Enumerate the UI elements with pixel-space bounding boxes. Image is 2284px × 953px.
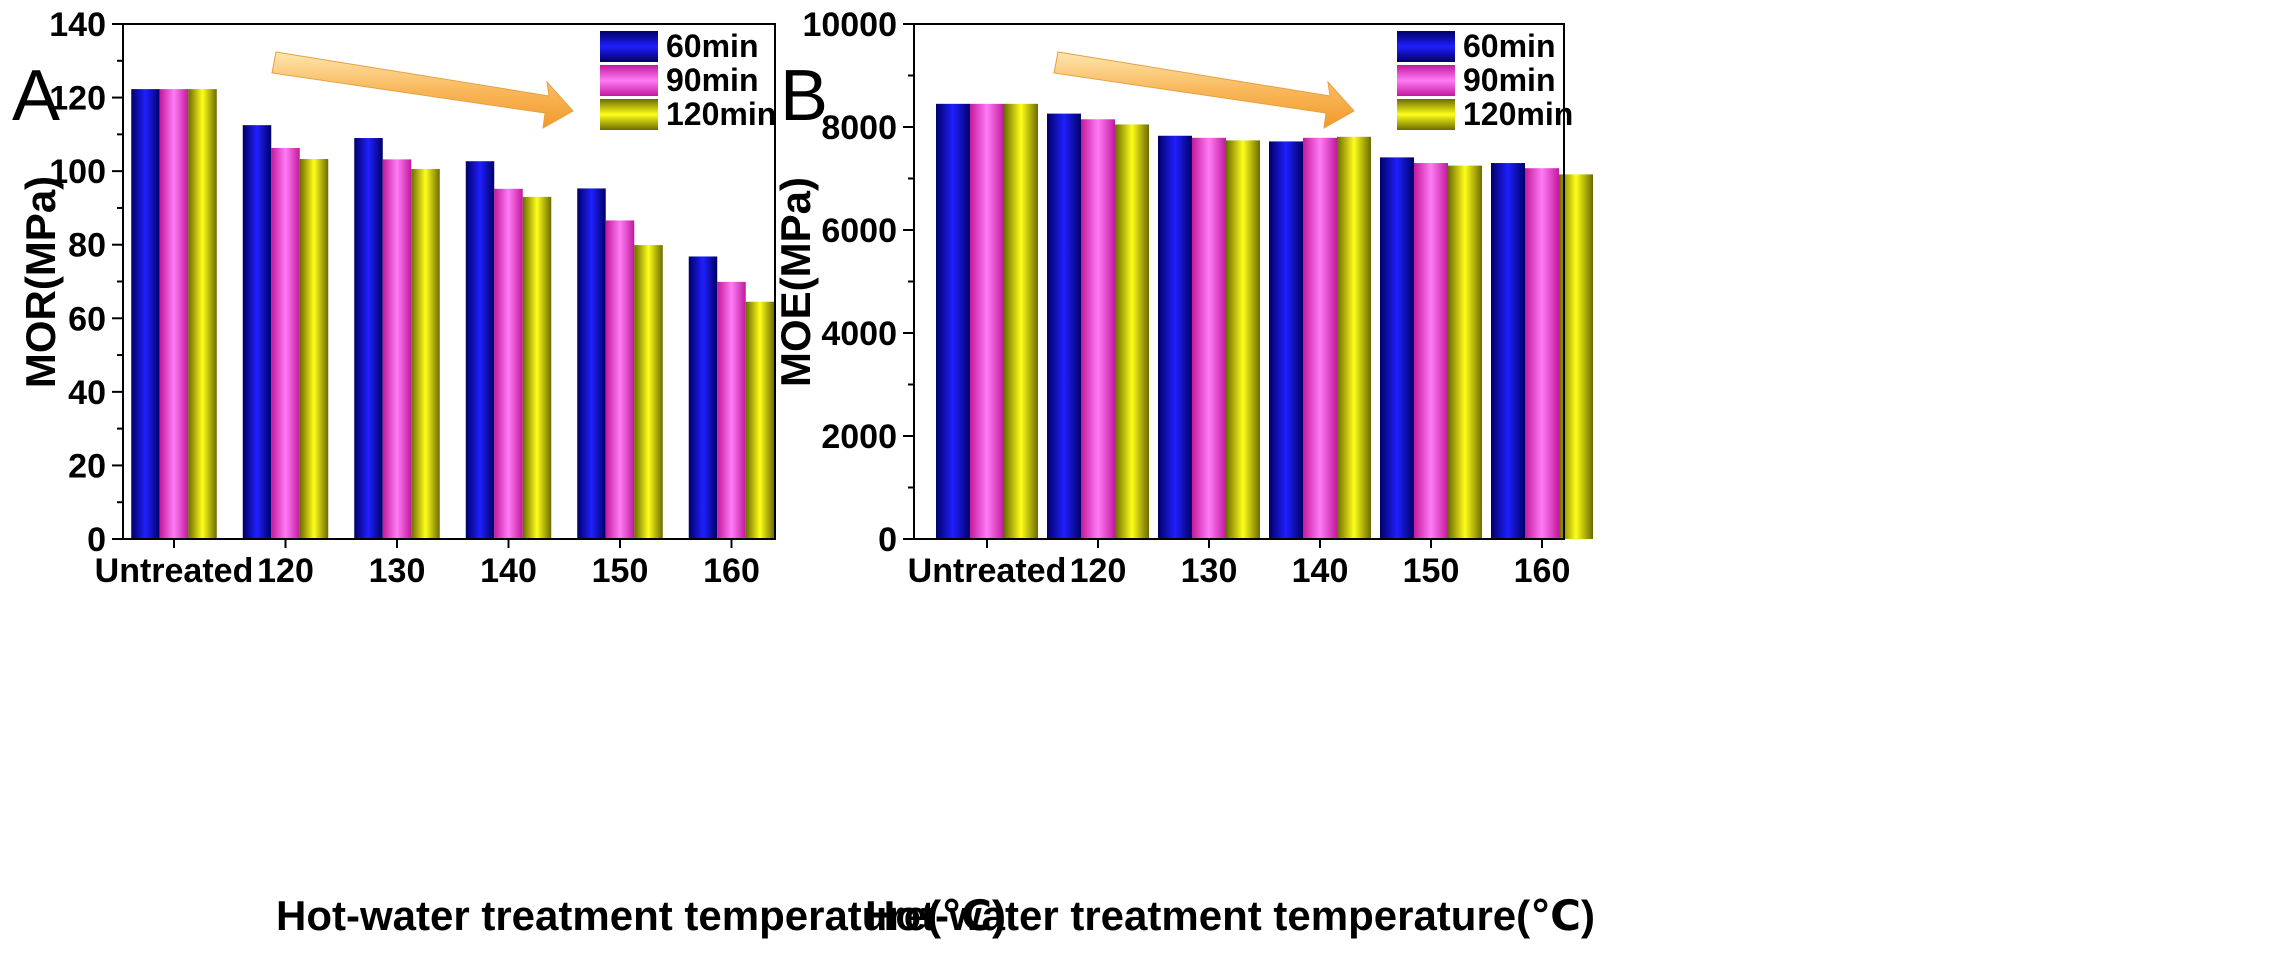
bars-a	[131, 89, 775, 540]
x-tick-label: 160	[1514, 552, 1571, 590]
bar-90min-140	[494, 188, 523, 540]
legend-label-90min: 90min	[1463, 62, 1555, 98]
bar-90min-160	[1525, 168, 1559, 539]
bar-120min-150	[1448, 165, 1482, 539]
x-axis-title-a: Hot-water treatment temperature(℃)	[276, 892, 1006, 939]
bar-90min-130	[1192, 137, 1226, 539]
legend-label-90min: 90min	[666, 62, 758, 98]
bar-90min-150	[605, 220, 635, 539]
y-tick-label: 0	[87, 521, 106, 559]
x-tick-label: 140	[480, 552, 537, 590]
chart-panel-a: A MOR(MPa) Hot-water treatment temperatu…	[12, 6, 1006, 939]
bar-120min-130	[1226, 140, 1260, 539]
bar-60min-130	[354, 138, 383, 540]
bar-120min-Untreated	[1004, 103, 1038, 539]
bar-90min-150	[1414, 163, 1448, 540]
x-tick-label: 140	[1292, 552, 1349, 590]
x-tick-labels-b: Untreated 120 130 140 150 160	[908, 539, 1571, 590]
trend-arrow-a	[271, 51, 574, 129]
bar-90min-130	[382, 159, 412, 539]
legend-swatch-120min	[1397, 99, 1455, 130]
bar-60min-160	[688, 256, 718, 539]
bars-b	[936, 103, 1593, 540]
y-tick-label: 120	[49, 80, 106, 118]
bar-60min-160	[1491, 163, 1525, 540]
x-tick-label: 130	[1181, 552, 1238, 590]
x-tick-label: 130	[369, 552, 426, 590]
bar-90min-120	[271, 147, 300, 540]
legend-label-120min: 120min	[666, 96, 776, 132]
plot-frame-b	[913, 23, 1565, 540]
bar-60min-Untreated	[131, 89, 160, 539]
x-tick-labels-a: Untreated 120 130 140 150 160	[95, 539, 760, 590]
y-tick-label: 4000	[821, 315, 897, 353]
bar-120min-140	[1337, 136, 1371, 539]
x-tick-label: Untreated	[95, 552, 254, 590]
y-tick-label: 60	[68, 300, 106, 338]
bar-120min-Untreated	[188, 89, 217, 539]
bar-60min-Untreated	[936, 103, 970, 539]
y-ticks-a: 0 20 40 60 80 100 120 140	[49, 6, 123, 559]
plot-frame-a	[122, 23, 776, 540]
x-tick-label: 120	[1070, 552, 1127, 590]
bar-90min-160	[717, 281, 746, 539]
bar-60min-120	[1047, 113, 1081, 540]
trend-arrow-b	[1053, 51, 1355, 129]
y-tick-label: 80	[68, 227, 106, 265]
x-tick-label: 160	[703, 552, 760, 590]
y-tick-label: 20	[68, 447, 106, 485]
y-ticks-b: 0 2000 4000 6000 8000 10000	[802, 6, 914, 559]
bar-90min-Untreated	[970, 103, 1004, 539]
legend-swatch-60min	[1397, 31, 1455, 62]
y-axis-title-b: MOE(MPa)	[772, 177, 819, 387]
bar-120min-160	[745, 301, 775, 539]
bar-60min-120	[242, 125, 272, 540]
bar-60min-150	[1380, 157, 1414, 539]
y-tick-label: 0	[878, 521, 897, 559]
legend-label-120min: 120min	[1463, 96, 1573, 132]
bar-60min-140	[465, 161, 495, 540]
x-tick-label: Untreated	[908, 552, 1067, 590]
bar-120min-150	[634, 245, 663, 539]
y-tick-label: 8000	[821, 109, 897, 147]
bar-120min-130	[411, 168, 440, 539]
y-tick-label: 2000	[821, 418, 897, 456]
bar-90min-120	[1081, 119, 1115, 540]
y-tick-label: 10000	[802, 6, 897, 44]
x-tick-label: 150	[1403, 552, 1460, 590]
y-axis-title-a: MOR(MPa)	[17, 176, 64, 388]
bar-60min-130	[1158, 135, 1192, 539]
bar-120min-120	[299, 159, 329, 539]
y-tick-label: 100	[49, 153, 106, 191]
bar-60min-140	[1269, 141, 1303, 540]
chart-panel-b: B MOE(MPa) Hot-water treatment temperatu…	[772, 6, 1595, 939]
bar-120min-120	[1115, 124, 1149, 540]
y-tick-label: 6000	[821, 212, 897, 250]
legend-label-60min: 60min	[1463, 28, 1555, 64]
bar-90min-140	[1303, 137, 1337, 539]
legend-swatch-90min	[600, 65, 658, 96]
legend-swatch-60min	[600, 31, 658, 62]
x-axis-title-b: Hot-water treatment temperature(℃)	[865, 892, 1595, 939]
legend-label-60min: 60min	[666, 28, 758, 64]
x-tick-label: 150	[592, 552, 649, 590]
legend-swatch-90min	[1397, 65, 1455, 96]
y-tick-label: 40	[68, 374, 106, 412]
y-tick-label: 140	[49, 6, 106, 44]
panel-label-a: A	[12, 56, 60, 136]
bar-60min-150	[577, 188, 606, 540]
bar-120min-140	[522, 196, 552, 539]
legend-swatch-120min	[600, 99, 658, 130]
panel-label-b: B	[780, 56, 828, 136]
x-tick-label: 120	[257, 552, 314, 590]
bar-90min-Untreated	[159, 89, 189, 539]
